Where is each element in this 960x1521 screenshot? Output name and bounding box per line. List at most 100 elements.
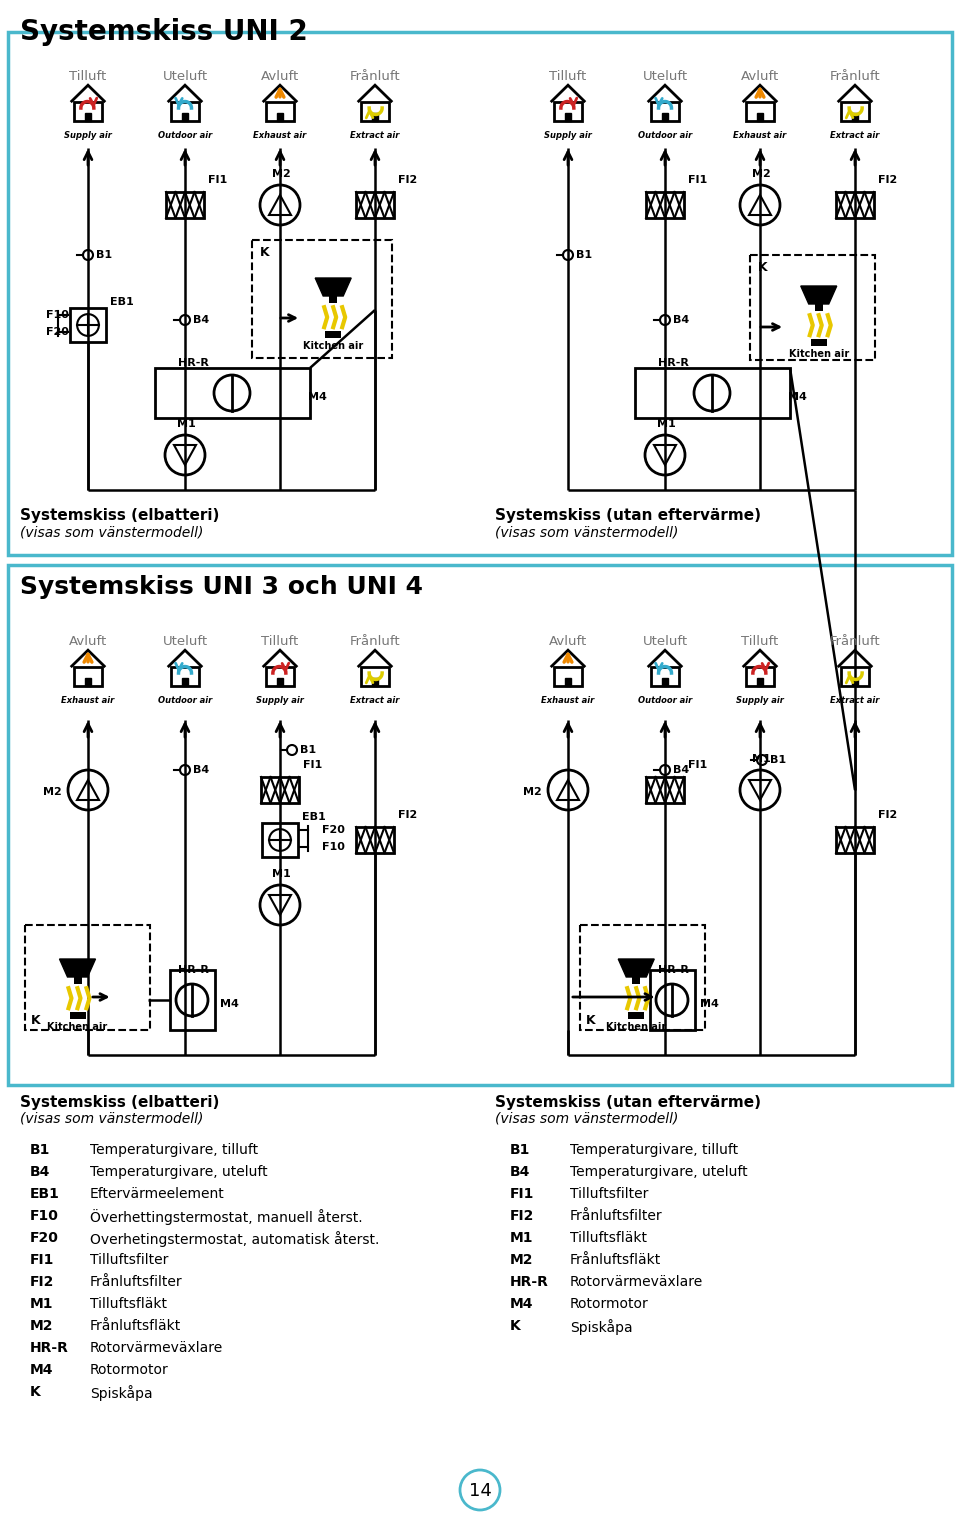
Text: K: K	[260, 246, 270, 259]
Text: HR-R: HR-R	[178, 357, 208, 368]
Text: Spiskåpa: Spiskåpa	[90, 1386, 153, 1401]
Bar	[261, 777, 299, 803]
Text: HR-R: HR-R	[658, 357, 688, 368]
Text: FI2: FI2	[398, 175, 418, 186]
Text: FI1: FI1	[510, 1186, 535, 1202]
Text: FI1: FI1	[30, 1253, 55, 1267]
Bar	[661, 113, 668, 120]
Text: Frånluftsfilter: Frånluftsfilter	[570, 1209, 662, 1223]
Text: Temperaturgivare, uteluft: Temperaturgivare, uteluft	[570, 1165, 748, 1179]
Text: EB1: EB1	[30, 1186, 60, 1202]
Circle shape	[660, 765, 670, 776]
Text: Systemskiss (elbatteri): Systemskiss (elbatteri)	[20, 1095, 220, 1110]
Bar	[266, 102, 294, 120]
Bar	[181, 678, 188, 686]
Circle shape	[83, 249, 93, 260]
Text: M2: M2	[30, 1319, 54, 1332]
Text: Kitchen air: Kitchen air	[303, 341, 363, 351]
Bar	[746, 102, 774, 120]
Text: FI2: FI2	[30, 1275, 55, 1288]
Text: HR-R: HR-R	[510, 1275, 549, 1288]
Circle shape	[660, 315, 670, 325]
Text: Frånluftsfläkt: Frånluftsfläkt	[570, 1253, 661, 1267]
Bar	[372, 113, 378, 120]
Bar	[356, 192, 394, 218]
Text: FI1: FI1	[688, 760, 708, 770]
Bar	[166, 192, 204, 218]
Bar	[633, 976, 640, 984]
Text: Avluft: Avluft	[741, 70, 780, 82]
Text: 14: 14	[468, 1481, 492, 1500]
Text: Tilluft: Tilluft	[549, 70, 587, 82]
Bar	[580, 925, 705, 1030]
Text: Supply air: Supply air	[736, 697, 784, 704]
Text: Överhettingstermostat, manuell återst.: Överhettingstermostat, manuell återst.	[90, 1209, 363, 1224]
Text: Frånluft: Frånluft	[349, 70, 400, 82]
Text: Tilluftsfilter: Tilluftsfilter	[570, 1186, 648, 1202]
Polygon shape	[618, 960, 655, 976]
Bar	[836, 192, 874, 218]
Text: B4: B4	[673, 315, 689, 325]
Bar	[554, 102, 582, 120]
Text: Rotorvärmeväxlare: Rotorvärmeväxlare	[570, 1275, 704, 1288]
Circle shape	[757, 754, 767, 765]
Text: FI2: FI2	[878, 811, 898, 820]
Bar	[8, 32, 952, 555]
Text: Spiskåpa: Spiskåpa	[570, 1319, 633, 1335]
Bar	[171, 668, 199, 686]
Text: Exhaust air: Exhaust air	[61, 697, 114, 704]
Text: (visas som vänstermodell): (visas som vänstermodell)	[20, 1112, 204, 1126]
Text: F10: F10	[30, 1209, 59, 1223]
Bar	[170, 970, 215, 1030]
Text: Outdoor air: Outdoor air	[157, 131, 212, 140]
Bar	[25, 925, 150, 1030]
Text: Frånluft: Frånluft	[829, 70, 880, 82]
Bar	[74, 976, 82, 984]
Text: Uteluft: Uteluft	[162, 634, 207, 648]
Bar	[554, 668, 582, 686]
Bar	[811, 339, 827, 347]
Bar	[852, 678, 858, 686]
Bar	[266, 668, 294, 686]
Text: Uteluft: Uteluft	[162, 70, 207, 82]
Text: B1: B1	[30, 1142, 50, 1157]
Text: M1: M1	[272, 868, 290, 879]
Text: Overhetingstermostat, automatisk återst.: Overhetingstermostat, automatisk återst.	[90, 1230, 379, 1247]
Text: F10: F10	[322, 843, 345, 852]
Text: Tilluft: Tilluft	[261, 634, 299, 648]
Bar	[746, 668, 774, 686]
Text: Tilluft: Tilluft	[741, 634, 779, 648]
Text: FI2: FI2	[398, 811, 418, 820]
Bar	[181, 113, 188, 120]
Text: Uteluft: Uteluft	[642, 634, 687, 648]
Text: Extract air: Extract air	[350, 131, 399, 140]
Text: HR-R: HR-R	[178, 964, 208, 975]
Text: EB1: EB1	[302, 812, 325, 821]
Bar	[651, 668, 679, 686]
Bar	[372, 678, 378, 686]
Text: Systemskiss (utan eftervärme): Systemskiss (utan eftervärme)	[495, 1095, 761, 1110]
Bar	[841, 102, 869, 120]
Text: M2: M2	[523, 786, 542, 797]
Text: FI1: FI1	[688, 175, 708, 186]
Bar	[329, 297, 337, 303]
Bar	[646, 192, 684, 218]
Text: Eftervärmeelement: Eftervärmeelement	[90, 1186, 225, 1202]
Bar	[564, 678, 571, 686]
Text: M1: M1	[510, 1230, 534, 1246]
Text: Kitchen air: Kitchen air	[788, 350, 849, 359]
Text: FI2: FI2	[510, 1209, 535, 1223]
Circle shape	[180, 315, 190, 325]
Text: M1: M1	[30, 1297, 54, 1311]
Bar	[356, 827, 394, 853]
Bar	[8, 564, 952, 1084]
Bar	[661, 678, 668, 686]
Bar	[84, 113, 91, 120]
Bar	[74, 102, 102, 120]
Bar	[836, 827, 874, 853]
Bar	[564, 113, 571, 120]
Text: Frånluftsfilter: Frånluftsfilter	[90, 1275, 182, 1288]
Text: B1: B1	[300, 745, 316, 754]
Text: Rotormotor: Rotormotor	[570, 1297, 649, 1311]
Bar	[756, 113, 763, 120]
